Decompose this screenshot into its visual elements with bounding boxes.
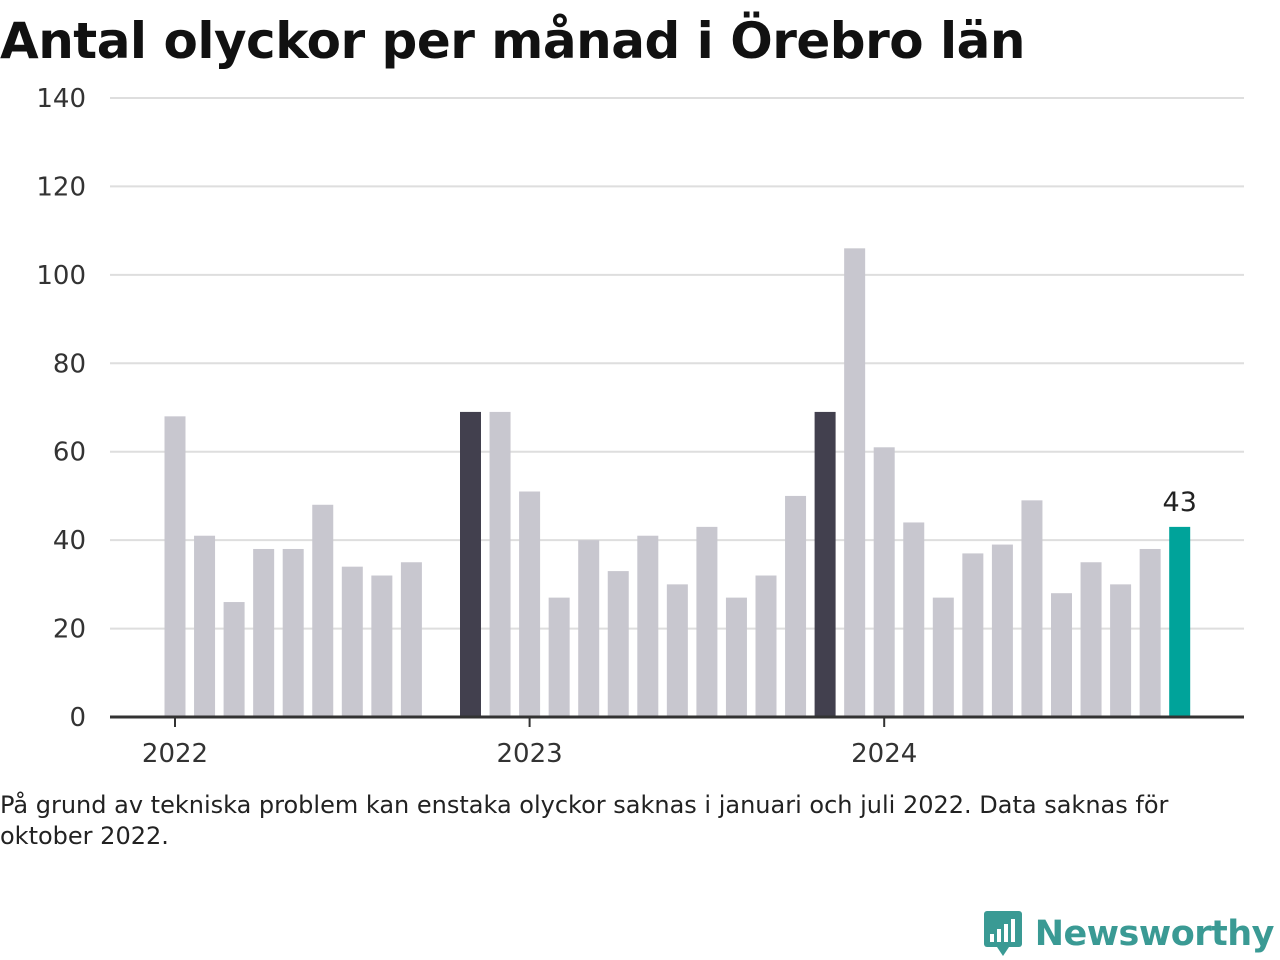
newsworthy-logo: Newsworthy xyxy=(983,910,1275,958)
y-tick-label: 80 xyxy=(53,349,86,379)
bars xyxy=(164,248,1191,718)
bar-2024-07 xyxy=(1051,593,1072,717)
bar-chart: 0 20 40 60 80 100 120 140 2022 2023 2024 43 xyxy=(36,84,1244,769)
y-tick-label: 100 xyxy=(36,261,86,291)
bar-2022-12 xyxy=(489,411,511,717)
bar-2024-04 xyxy=(962,553,984,717)
bar-2023-08 xyxy=(725,597,747,717)
bar-2022-09 xyxy=(400,562,422,717)
y-tick-label: 0 xyxy=(69,703,86,733)
bar-2022-04 xyxy=(253,548,275,717)
footnote: På grund av tekniska problem kan enstaka… xyxy=(0,791,1169,850)
newsworthy-bubble-icon xyxy=(983,911,1022,956)
y-tick-label: 40 xyxy=(53,526,86,556)
bar-2022-11 xyxy=(460,411,481,717)
y-tick-label: 140 xyxy=(36,84,86,114)
bar-2022-08 xyxy=(371,575,393,717)
bar-2022-06 xyxy=(312,504,334,717)
bar-2022-02 xyxy=(194,535,216,717)
y-axis-ticks: 0 20 40 60 80 100 120 140 xyxy=(36,84,86,733)
bar-2023-05 xyxy=(637,535,659,717)
bar-2023-10 xyxy=(785,495,807,717)
x-axis-ticks: 2022 2023 2024 xyxy=(142,717,917,769)
bar-2024-02 xyxy=(903,522,925,717)
bar-2024-09 xyxy=(1110,584,1132,717)
bar-2023-11 xyxy=(814,411,836,717)
x-tick-label: 2023 xyxy=(497,739,563,769)
y-tick-label: 60 xyxy=(53,438,86,468)
bar-2022-01 xyxy=(164,416,186,717)
bar-2023-02 xyxy=(548,597,570,717)
bar-2022-07 xyxy=(341,566,363,717)
bar-2024-06 xyxy=(1021,500,1043,717)
bar-2024-03 xyxy=(932,597,954,717)
bar-2022-05 xyxy=(282,548,304,717)
bar-2022-03 xyxy=(223,602,245,717)
bar-2024-10 xyxy=(1139,548,1161,717)
bar-2023-06 xyxy=(666,584,688,717)
data-labels: 43 xyxy=(1163,487,1197,518)
bar-2023-04 xyxy=(607,571,629,717)
chart-title: Antal olyckor per månad i Örebro län xyxy=(0,12,1025,70)
bar-2024-11 xyxy=(1169,526,1191,717)
brand-name: Newsworthy xyxy=(1034,914,1275,954)
bar-2024-05 xyxy=(991,544,1013,717)
bar-2024-01 xyxy=(873,447,895,717)
bar-2023-01 xyxy=(519,491,541,717)
bar-2023-12 xyxy=(844,248,866,718)
gridlines xyxy=(110,97,1244,630)
x-tick-label: 2022 xyxy=(142,739,208,769)
x-tick-label: 2024 xyxy=(851,739,917,769)
y-tick-label: 20 xyxy=(53,615,86,645)
bar-2023-07 xyxy=(696,526,718,717)
data-label: 43 xyxy=(1163,487,1197,518)
bar-2023-03 xyxy=(578,540,600,717)
y-tick-label: 120 xyxy=(36,172,86,202)
bar-2023-09 xyxy=(755,575,777,717)
bar-2024-08 xyxy=(1080,562,1102,717)
